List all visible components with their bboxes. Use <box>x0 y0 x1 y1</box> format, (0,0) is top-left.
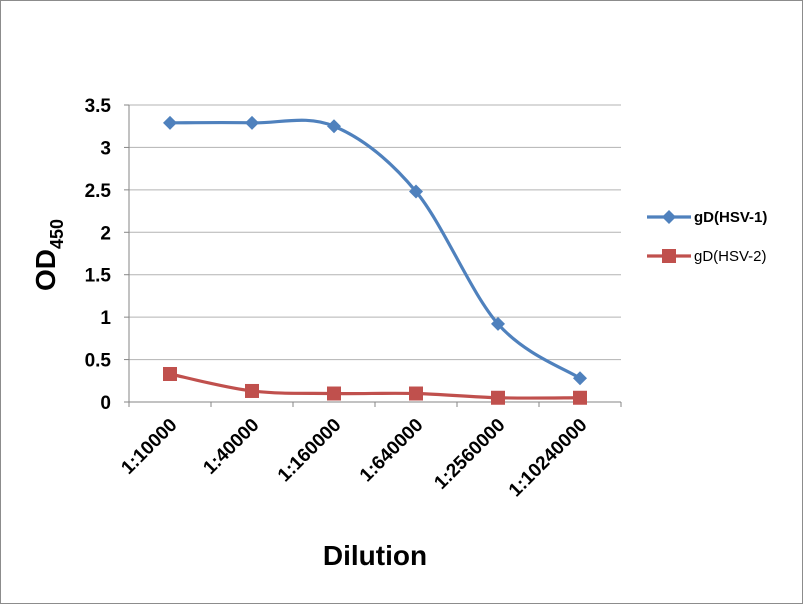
x-axis-ticks: 1:10000 1:40000 1:160000 1:640000 1:25600001… <box>117 415 591 502</box>
y-tick-label: 0 <box>100 393 111 414</box>
x-tick-label: 1:10240000 <box>505 415 592 502</box>
data-point <box>327 386 341 401</box>
x-tick-label: 1:160000 <box>274 415 346 487</box>
x-tick-label: 1:640000 <box>356 415 428 487</box>
data-point <box>163 366 177 381</box>
y-axis-ticks: 0 0.5 1 1.5 2 2.5 3 3.5 <box>85 96 112 414</box>
data-point <box>163 115 177 130</box>
y-axis-title: OD450 <box>30 219 67 291</box>
y-tick-label: 3.5 <box>85 96 112 117</box>
y-tick-label: 1.5 <box>85 266 112 287</box>
y-tick-label: 2 <box>100 223 111 244</box>
data-point <box>409 184 423 199</box>
data-point <box>245 383 259 398</box>
series-line <box>169 118 581 380</box>
data-point <box>245 115 259 130</box>
x-axis-title: Dilution <box>323 540 427 571</box>
x-tick-label: 1:2560000 <box>430 415 509 494</box>
gridlines <box>124 104 622 407</box>
data-point <box>573 390 587 405</box>
data-point <box>491 390 505 405</box>
y-tick-label: 1 <box>100 308 111 329</box>
y-axis-title-main: OD <box>30 249 61 291</box>
data-point <box>409 386 423 401</box>
data-point <box>327 119 341 134</box>
data-point <box>573 371 587 386</box>
y-tick-label: 3 <box>100 138 111 159</box>
legend-swatch-marker <box>662 210 676 224</box>
series-1 <box>163 115 587 386</box>
legend-label: gD(HSV-2) <box>694 248 767 265</box>
legend-item: gD(HSV-2) <box>647 248 767 265</box>
y-tick-label: 0.5 <box>85 351 112 372</box>
legend-swatch-marker <box>662 249 676 263</box>
y-axis-title-subscript: 450 <box>47 219 67 249</box>
series-line <box>169 372 581 400</box>
series-2 <box>163 366 587 405</box>
data-point <box>491 316 505 331</box>
series-group <box>163 115 587 405</box>
legend-item: gD(HSV-1) <box>647 209 767 226</box>
legend-label: gD(HSV-1) <box>694 209 767 226</box>
legend: gD(HSV-1) gD(HSV-2) <box>647 209 767 265</box>
x-tick-label: 1:40000 <box>199 415 263 479</box>
x-tick-label: 1:10000 <box>117 415 181 479</box>
y-tick-label: 2.5 <box>85 181 112 202</box>
